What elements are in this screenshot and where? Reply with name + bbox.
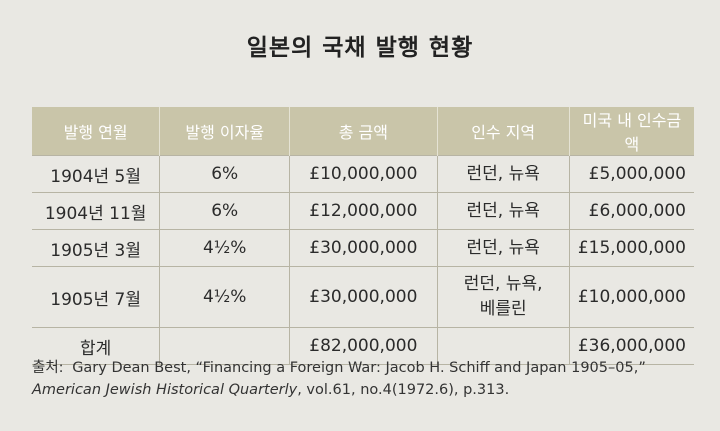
cell-us-grand-total: £36,000,000 xyxy=(568,327,694,365)
cell-us-amount: £15,000,000 xyxy=(568,229,694,267)
table-row: 1905년 7월 4½% £30,000,000 런던, 뉴욕, 베를린 £10… xyxy=(32,266,694,328)
cell-total-amount: £30,000,000 xyxy=(289,229,438,267)
cell-interest-rate: 6% xyxy=(159,155,290,193)
cell-interest-rate: 6% xyxy=(159,192,290,230)
table-header-row: 발행 연월 발행 이자율 총 금액 인수 지역 미국 내 인수금액 xyxy=(32,107,694,156)
cell-total-amount: £30,000,000 xyxy=(289,266,438,328)
table-total-row: 합계 £82,000,000 £36,000,000 xyxy=(32,327,694,365)
region-text: 런던, 뉴욕 xyxy=(466,200,540,221)
bond-issuance-table: 발행 연월 발행 이자율 총 금액 인수 지역 미국 내 인수금액 1904년 … xyxy=(32,107,694,365)
source-author-title: Gary Dean Best, “Financing a Foreign War… xyxy=(72,360,646,376)
region-text-line2: 베를린 xyxy=(479,299,527,319)
table-row: 1905년 3월 4½% £30,000,000 런던, 뉴욕 £15,000,… xyxy=(32,229,694,267)
cell-underwriting-region: 런던, 뉴욕 xyxy=(436,229,570,267)
cell-issue-date: 1904년 5월 xyxy=(32,155,160,193)
header-total-amount: 총 금액 xyxy=(289,107,438,156)
cell-total-label: 합계 xyxy=(32,327,160,365)
source-details: , vol.61, no.4(1972.6), p.313. xyxy=(297,382,510,398)
region-text: 런던, 뉴욕 xyxy=(466,163,540,184)
cell-grand-total: £82,000,000 xyxy=(289,327,438,365)
cell-total-amount: £10,000,000 xyxy=(289,155,438,193)
cell-empty xyxy=(159,327,290,365)
region-text: 런던, 뉴욕 xyxy=(466,237,540,258)
cell-underwriting-region: 런던, 뉴욕, 베를린 xyxy=(436,266,570,328)
table-row: 1904년 5월 6% £10,000,000 런던, 뉴욕 £5,000,00… xyxy=(32,155,694,193)
cell-issue-date: 1905년 7월 xyxy=(32,266,160,328)
source-journal: American Jewish Historical Quarterly xyxy=(32,382,298,398)
region-text-line1: 런던, 뉴욕, xyxy=(463,274,543,294)
header-interest-rate: 발행 이자율 xyxy=(159,107,290,156)
source-citation: 출처: Gary Dean Best, “Financing a Foreign… xyxy=(32,357,702,401)
cell-us-amount: £6,000,000 xyxy=(568,192,694,230)
cell-total-amount: £12,000,000 xyxy=(289,192,438,230)
table-row: 1904년 11월 6% £12,000,000 런던, 뉴욕 £6,000,0… xyxy=(32,192,694,230)
header-underwriting-region: 인수 지역 xyxy=(436,107,570,156)
source-label: 출처: xyxy=(32,360,64,376)
header-us-amount: 미국 내 인수금액 xyxy=(568,107,694,156)
cell-underwriting-region: 런던, 뉴욕 xyxy=(436,192,570,230)
cell-us-amount: £10,000,000 xyxy=(568,266,694,328)
cell-empty xyxy=(436,327,570,365)
cell-issue-date: 1904년 11월 xyxy=(32,192,160,230)
cell-issue-date: 1905년 3월 xyxy=(32,229,160,267)
header-issue-date: 발행 연월 xyxy=(32,107,160,156)
cell-interest-rate: 4½% xyxy=(159,229,290,267)
cell-interest-rate: 4½% xyxy=(159,266,290,328)
cell-us-amount: £5,000,000 xyxy=(568,155,694,193)
page-title: 일본의 국채 발행 현황 xyxy=(246,35,474,61)
cell-underwriting-region: 런던, 뉴욕 xyxy=(436,155,570,193)
